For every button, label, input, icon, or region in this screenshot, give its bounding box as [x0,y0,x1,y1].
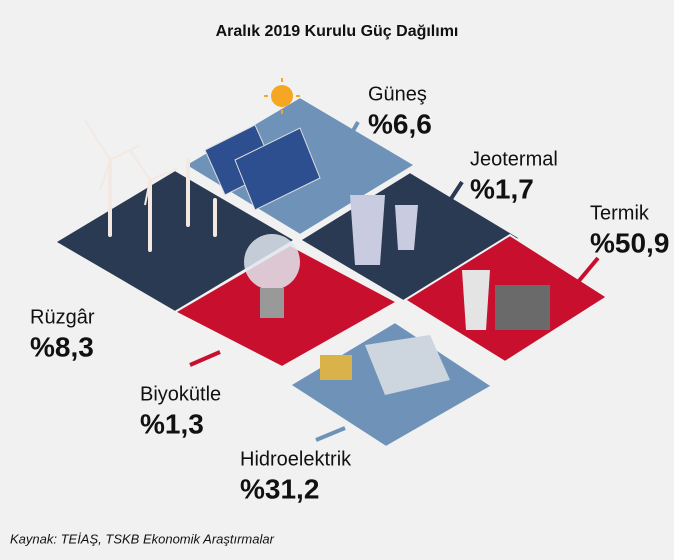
category-label: Hidroelektrik [240,448,352,470]
category-label: Güneş [368,83,427,105]
infographic: Aralık 2019 Kurulu Güç Dağılımı Kaynak: … [0,0,674,560]
category-label: Jeotermal [470,148,558,170]
value-label: %8,3 [30,331,94,362]
category-label: Biyokütle [140,383,221,405]
value-label: %1,7 [470,173,534,204]
chart-title: Aralık 2019 Kurulu Güç Dağılımı [216,23,459,40]
value-label: %31,2 [240,473,319,504]
source-note: Kaynak: TEİAŞ, TSKB Ekonomik Araştırmala… [10,531,275,546]
category-label: Termik [590,202,650,224]
category-label: Rüzgâr [30,306,95,328]
value-label: %6,6 [368,108,432,139]
value-label: %50,9 [590,227,669,258]
value-label: %1,3 [140,408,204,439]
